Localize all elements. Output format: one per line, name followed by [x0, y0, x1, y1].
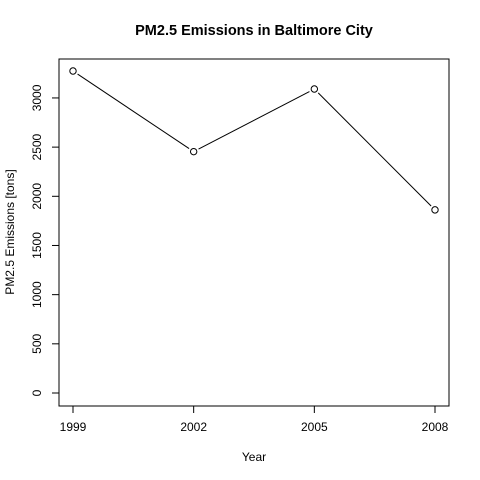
y-tick-label: 3000: [30, 84, 44, 111]
y-tick-label: 1000: [30, 281, 44, 308]
data-point: [189, 147, 198, 156]
x-tick-label: 2008: [422, 420, 449, 434]
x-tick-label: 2002: [180, 420, 207, 434]
y-tick-label: 2500: [30, 133, 44, 160]
data-point: [310, 85, 319, 93]
series-segment: [198, 91, 310, 150]
x-axis-label: Year: [242, 450, 266, 464]
y-axis: 0 500 1000 1500 2000 2500 3000: [30, 84, 60, 396]
x-tick-label: 2005: [301, 420, 328, 434]
y-tick-label: 500: [30, 333, 44, 353]
x-tick-label: 1999: [60, 420, 87, 434]
series-segment: [77, 73, 190, 150]
data-points: [69, 67, 439, 214]
series-segment: [317, 92, 432, 207]
series-line: [77, 73, 432, 207]
data-point: [69, 67, 77, 75]
y-tick-label: 1500: [30, 232, 44, 259]
chart-title: PM2.5 Emissions in Baltimore City: [135, 23, 373, 39]
plot-frame: [58, 58, 450, 407]
y-tick-label: 0: [30, 389, 44, 396]
x-axis: 1999 2002 2005 2008: [60, 405, 449, 434]
y-tick-label: 2000: [30, 183, 44, 210]
y-axis-label: PM2.5 Emissions [tons]: [3, 169, 17, 294]
data-point: [431, 206, 439, 214]
